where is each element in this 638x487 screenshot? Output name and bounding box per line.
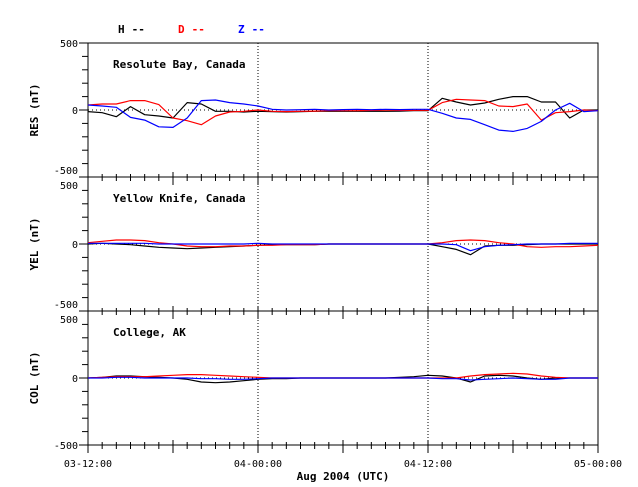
panel-title: Yellow Knife, Canada (113, 192, 245, 205)
panel-1: 500 0 -500 YEL (nT) Yellow Knife, Canada (28, 176, 599, 319)
series-z-line (88, 242, 598, 252)
panels: 500 0 -500 RES (nT) Resolute Bay, Canada 500 0… (28, 39, 599, 453)
series-d-line (87, 98, 599, 126)
panel-title: College, AK (113, 326, 186, 339)
x-axis-label: Aug 2004 (UTC) (297, 470, 390, 483)
y-axis-label: RES (nT) (28, 84, 41, 137)
panel-2: 500 0 -500 COL (nT) College, AK (28, 310, 599, 453)
legend-item-z: Z -- (238, 23, 265, 36)
y-axis-label: YEL (nT) (28, 218, 41, 271)
y-tick-label: 500 (60, 39, 78, 50)
legend-dash: -- (252, 23, 265, 36)
x-axis: 03-12:00 04-00:00 04-12:00 05-00:00 (64, 459, 622, 470)
y-tick-label: 0 (72, 240, 78, 251)
x-tick-label: 05-00:00 (574, 459, 622, 470)
y-tick-label: 500 (60, 181, 78, 192)
y-tick-label: 500 (60, 315, 78, 326)
y-tick-label: -500 (54, 166, 78, 177)
y-tick-label: -500 (54, 300, 78, 311)
x-tick-label: 04-00:00 (234, 459, 282, 470)
y-tick-label: 0 (72, 106, 78, 117)
series-z-line (88, 376, 598, 381)
legend-item-d: D -- (178, 23, 205, 36)
legend-label: H (118, 23, 125, 36)
y-axis-label: COL (nT) (28, 352, 41, 405)
legend-label: D (178, 23, 185, 36)
series-z-line (87, 99, 599, 132)
x-tick-label: 04-12:00 (404, 459, 452, 470)
series-h-line (87, 96, 598, 119)
y-tick-label: 0 (72, 374, 78, 385)
panel-0: 500 0 -500 RES (nT) Resolute Bay, Canada (28, 39, 599, 185)
panel-title: Resolute Bay, Canada (113, 58, 245, 71)
x-tick-label: 03-12:00 (64, 459, 112, 470)
legend-label: Z (238, 23, 245, 36)
y-tick-label: -500 (54, 441, 78, 452)
legend-item-h: H -- (118, 23, 145, 36)
legend-dash: -- (132, 23, 145, 36)
legend-dash: -- (192, 23, 205, 36)
legend: H -- D -- Z -- (118, 23, 265, 36)
